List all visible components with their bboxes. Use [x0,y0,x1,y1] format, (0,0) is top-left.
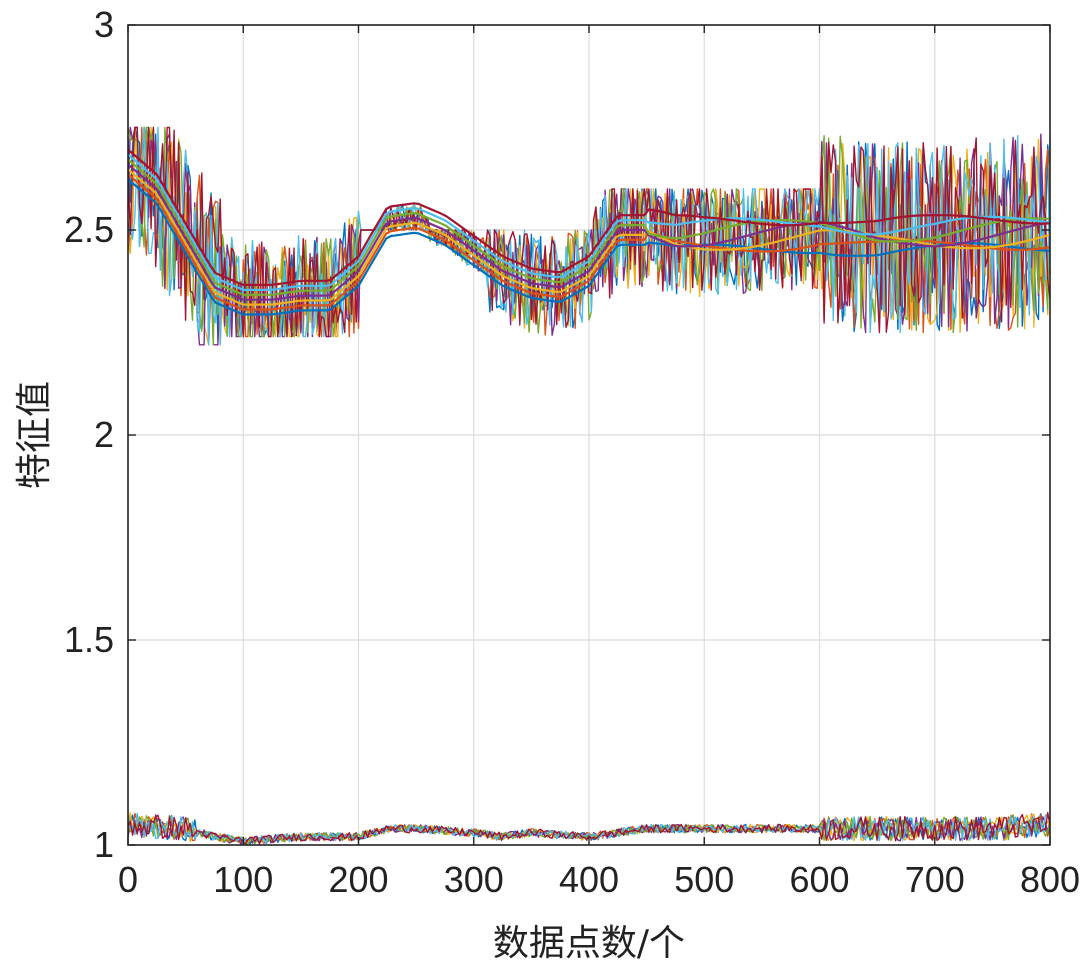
y-axis-title: 特征值 [14,381,55,489]
x-tick-label: 0 [118,859,138,900]
x-tick-label: 500 [674,859,734,900]
x-tick-label: 100 [213,859,273,900]
x-tick-label: 300 [444,859,504,900]
x-tick-label: 700 [905,859,965,900]
y-tick-label: 1 [94,824,114,865]
x-tick-label: 600 [789,859,849,900]
lower-series-trace [127,812,1051,846]
tick-labels: 0 100 200 300 400 500 600 700 800 1 1.5 2 2.5 3 [64,4,1080,900]
upper-smoothed-trend [127,178,1051,316]
x-tick-label: 800 [1020,859,1080,900]
smoothed-series [127,148,1051,316]
axis-ticks [127,24,1051,846]
x-axis-title: 数据点数/个 [493,923,685,964]
y-tick-label: 2.5 [64,209,114,250]
upper-series-trace [127,126,1051,346]
upper-smoothed-trend [127,168,1051,306]
y-tick-label: 1.5 [64,619,114,660]
x-tick-label: 200 [328,859,388,900]
upper-smoothed-trend [127,153,1051,291]
y-tick-label: 3 [94,4,114,45]
upper-series-trace [127,126,1051,338]
plot-series [127,126,1051,846]
upper-series-trace [127,126,1051,346]
upper-smoothed-trend [127,148,1051,286]
upper-smoothed-trend [127,158,1051,296]
upper-smoothed-trend [127,173,1051,311]
y-tick-label: 2 [94,414,114,455]
x-tick-label: 400 [559,859,619,900]
lower-series-trace [127,811,1051,845]
